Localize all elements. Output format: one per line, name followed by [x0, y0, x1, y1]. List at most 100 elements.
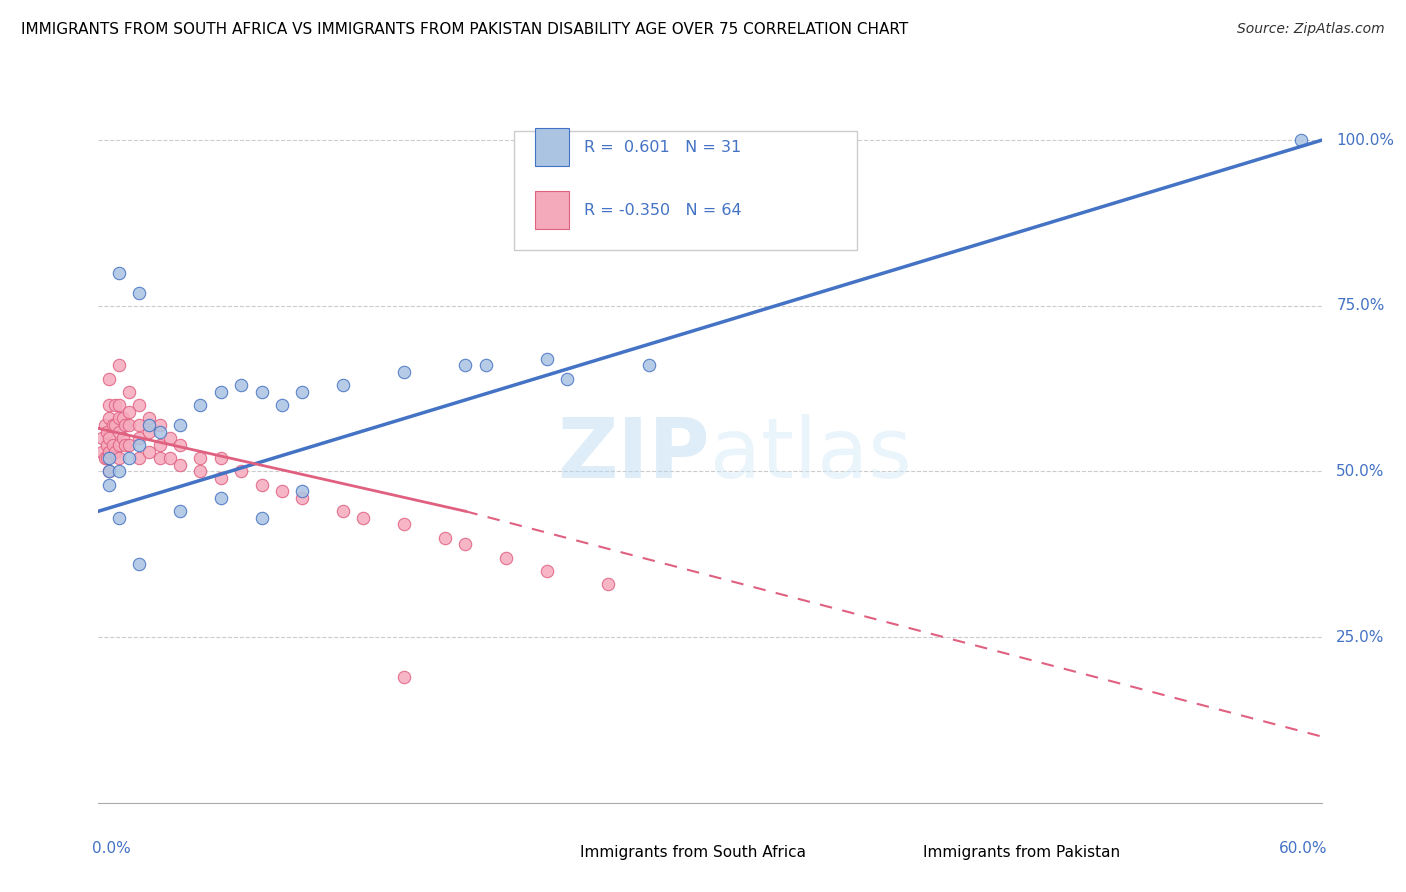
FancyBboxPatch shape: [515, 131, 856, 250]
Point: [536, 564, 558, 578]
Point: [270, 484, 294, 499]
Point: [149, 438, 172, 452]
Point: [454, 359, 477, 373]
Text: 100.0%: 100.0%: [1336, 133, 1395, 148]
Point: [209, 451, 232, 466]
Point: [209, 491, 232, 505]
Point: [250, 477, 273, 491]
Point: [97, 372, 120, 386]
Point: [598, 577, 620, 591]
Text: Source: ZipAtlas.com: Source: ZipAtlas.com: [1237, 22, 1385, 37]
Point: [97, 444, 120, 458]
Point: [97, 465, 120, 479]
Point: [96, 451, 118, 466]
FancyBboxPatch shape: [882, 842, 908, 863]
Point: [250, 511, 273, 525]
Point: [104, 418, 127, 433]
Point: [111, 411, 134, 425]
Point: [97, 451, 120, 466]
Point: [138, 425, 160, 439]
Point: [332, 504, 354, 518]
Point: [128, 418, 150, 433]
Point: [188, 398, 212, 412]
Point: [159, 451, 181, 466]
Point: [118, 418, 141, 433]
Point: [101, 418, 124, 433]
Point: [434, 531, 457, 545]
Point: [495, 550, 517, 565]
Point: [291, 384, 314, 399]
Point: [231, 465, 253, 479]
Point: [250, 384, 273, 399]
Text: ZIP: ZIP: [558, 415, 710, 495]
Point: [474, 359, 498, 373]
Point: [91, 431, 114, 445]
Point: [114, 438, 136, 452]
Point: [454, 537, 477, 551]
Point: [93, 451, 115, 466]
Point: [97, 431, 120, 445]
Point: [128, 398, 150, 412]
Point: [114, 418, 136, 433]
Text: Immigrants from Pakistan: Immigrants from Pakistan: [922, 846, 1121, 861]
Text: R =  0.601   N = 31: R = 0.601 N = 31: [583, 140, 741, 155]
Text: 50.0%: 50.0%: [1336, 464, 1385, 479]
Point: [291, 491, 314, 505]
Point: [118, 438, 141, 452]
Text: 60.0%: 60.0%: [1279, 841, 1327, 856]
Point: [96, 425, 118, 439]
Point: [108, 425, 131, 439]
Point: [637, 359, 661, 373]
Point: [111, 431, 134, 445]
Point: [209, 384, 232, 399]
Point: [97, 411, 120, 425]
Point: [392, 517, 416, 532]
Point: [270, 398, 294, 412]
Point: [108, 359, 131, 373]
Text: Immigrants from South Africa: Immigrants from South Africa: [581, 846, 807, 861]
Text: 75.0%: 75.0%: [1336, 298, 1385, 313]
Point: [188, 465, 212, 479]
Point: [149, 451, 172, 466]
Point: [97, 477, 120, 491]
Point: [104, 398, 127, 412]
Point: [392, 670, 416, 684]
Point: [291, 484, 314, 499]
Point: [108, 398, 131, 412]
Point: [138, 418, 160, 433]
Point: [118, 384, 141, 399]
FancyBboxPatch shape: [536, 128, 569, 166]
Point: [209, 471, 232, 485]
Point: [149, 425, 172, 439]
Point: [352, 511, 374, 525]
Point: [118, 451, 141, 466]
Point: [108, 438, 131, 452]
Point: [332, 378, 354, 392]
Point: [128, 285, 150, 300]
Point: [149, 418, 172, 433]
Point: [392, 365, 416, 379]
Point: [91, 444, 114, 458]
Text: 25.0%: 25.0%: [1336, 630, 1385, 645]
Point: [97, 465, 120, 479]
Point: [128, 431, 150, 445]
Point: [128, 451, 150, 466]
Point: [169, 418, 191, 433]
Point: [169, 458, 191, 472]
Text: IMMIGRANTS FROM SOUTH AFRICA VS IMMIGRANTS FROM PAKISTAN DISABILITY AGE OVER 75 : IMMIGRANTS FROM SOUTH AFRICA VS IMMIGRAN…: [21, 22, 908, 37]
Point: [128, 558, 150, 572]
Point: [101, 438, 124, 452]
Point: [108, 266, 131, 280]
Point: [169, 504, 191, 518]
Point: [118, 405, 141, 419]
Point: [97, 398, 120, 412]
Point: [536, 351, 558, 366]
Point: [104, 444, 127, 458]
Point: [188, 451, 212, 466]
Point: [108, 511, 131, 525]
Text: atlas: atlas: [710, 415, 911, 495]
FancyBboxPatch shape: [538, 842, 565, 863]
Point: [93, 418, 115, 433]
Point: [1291, 133, 1313, 147]
Point: [108, 465, 131, 479]
